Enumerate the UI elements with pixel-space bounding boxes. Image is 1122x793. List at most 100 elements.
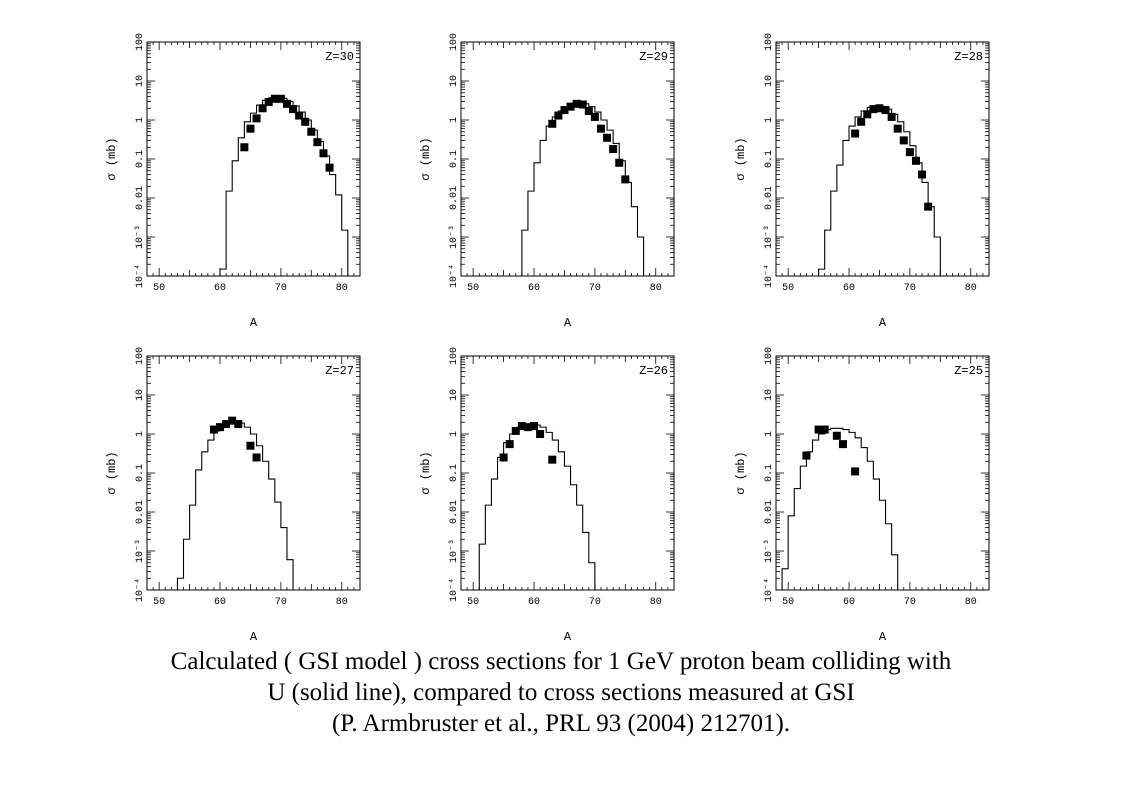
measured-point <box>584 107 593 116</box>
chart-panel-6: 10⁻⁴ 10⁻³ 0.01 0.1 1 10 100 50 60 70 80 Aσ (mb) Z=25 <box>734 347 990 644</box>
y-tick-label: 10⁻⁴ <box>134 264 146 288</box>
measured-point <box>566 102 575 111</box>
chart-panel-2: 10⁻⁴ 10⁻³ 0.01 0.1 1 10 100 50 60 70 80 Aσ (mb) Z=29 <box>419 33 675 330</box>
x-tick-label: 50 <box>782 597 794 608</box>
x-tick-label: 50 <box>153 283 165 294</box>
measured-point <box>246 441 255 450</box>
plot-frame <box>460 41 675 277</box>
y-tick-label: 1 <box>449 117 460 123</box>
y-tick-label: 10⁻⁴ <box>448 578 460 602</box>
measured-point <box>246 124 255 133</box>
x-tick-label: 60 <box>528 597 540 608</box>
y-tick-label: 10 <box>135 75 146 87</box>
measured-point <box>603 133 612 142</box>
y-tick-label: 0.1 <box>449 150 460 168</box>
measured-point <box>851 129 860 138</box>
y-tick-label: 0.01 <box>135 500 146 524</box>
model-histogram-line <box>818 105 941 276</box>
caption-line-1: Calculated ( GSI model ) cross sections … <box>170 648 952 675</box>
y-tick-label: 100 <box>764 347 775 365</box>
y-tick-label: 0.1 <box>135 464 146 482</box>
measured-point <box>881 106 890 115</box>
y-tick-label: 10⁻³ <box>764 539 775 563</box>
measured-point <box>918 170 927 179</box>
measured-point <box>924 202 933 211</box>
measured-point <box>499 453 508 462</box>
y-tick-label: 10⁻³ <box>135 539 146 563</box>
panel-label: Z=27 <box>325 364 354 378</box>
chart-panel-3: 10⁻⁴ 10⁻³ 0.01 0.1 1 10 100 50 60 70 80 Aσ (mb) Z=28 <box>734 33 990 330</box>
y-tick-label: 0.1 <box>764 464 775 482</box>
measured-point <box>615 158 624 167</box>
y-tick-label: 100 <box>764 33 775 51</box>
x-tick-label: 80 <box>336 597 348 608</box>
x-tick-label: 70 <box>904 597 916 608</box>
x-tick-label: 50 <box>782 283 794 294</box>
plot-frame <box>775 355 990 591</box>
y-tick-label: 1 <box>764 431 775 437</box>
measured-point <box>609 145 618 154</box>
x-axis-label: A <box>879 630 887 644</box>
measured-point <box>838 440 847 449</box>
measured-point <box>252 114 261 123</box>
y-tick-label: 0.01 <box>764 500 775 524</box>
chart-panel-5: 10⁻⁴ 10⁻³ 0.01 0.1 1 10 100 50 60 70 80 Aσ (mb) Z=26 <box>419 347 675 644</box>
measured-point <box>548 455 557 464</box>
x-tick-label: 50 <box>153 597 165 608</box>
x-tick-label: 50 <box>467 597 479 608</box>
measured-point <box>596 124 605 133</box>
measured-point <box>240 143 249 152</box>
y-tick-label: 10⁻³ <box>449 225 460 249</box>
panel-label: Z=30 <box>325 50 354 64</box>
measured-point <box>875 104 884 113</box>
chart-panel-1: 10⁻⁴ 10⁻³ 0.01 0.1 1 10 100 50 60 70 80 Aσ (mb) Z=30 <box>105 33 361 330</box>
plot-frame <box>146 41 361 277</box>
y-axis-label: σ (mb) <box>105 451 119 494</box>
x-tick-label: 60 <box>843 597 855 608</box>
measured-point <box>307 127 316 136</box>
measured-point <box>536 430 545 438</box>
y-tick-label: 100 <box>449 347 460 365</box>
measured-point <box>548 119 557 128</box>
measured-point <box>252 453 261 462</box>
x-axis-label: A <box>564 630 572 644</box>
y-tick-label: 100 <box>449 33 460 51</box>
y-tick-label: 10⁻⁴ <box>763 578 775 602</box>
y-tick-label: 10 <box>764 389 775 401</box>
y-axis-label: σ (mb) <box>419 137 433 180</box>
panel-label: Z=28 <box>954 50 983 64</box>
y-tick-label: 10 <box>135 389 146 401</box>
y-tick-label: 0.01 <box>135 186 146 210</box>
x-tick-label: 60 <box>214 283 226 294</box>
y-tick-label: 0.1 <box>449 464 460 482</box>
measured-point <box>857 117 866 126</box>
model-histogram-line <box>521 102 645 276</box>
measured-point <box>523 423 532 432</box>
y-tick-label: 100 <box>135 347 146 365</box>
y-tick-label: 0.1 <box>764 150 775 168</box>
measured-point <box>621 175 630 184</box>
x-tick-label: 80 <box>650 597 662 608</box>
y-tick-label: 10⁻⁴ <box>763 264 775 288</box>
y-axis-label: σ (mb) <box>105 137 119 180</box>
y-tick-label: 10 <box>764 75 775 87</box>
y-axis-label: σ (mb) <box>734 451 748 494</box>
measured-point <box>325 163 334 172</box>
x-tick-label: 60 <box>843 283 855 294</box>
measured-point <box>560 106 569 115</box>
measured-point <box>899 136 908 145</box>
y-tick-label: 1 <box>135 431 146 437</box>
x-tick-label: 70 <box>275 283 287 294</box>
y-tick-label: 0.01 <box>449 186 460 210</box>
panel-label: Z=29 <box>639 50 668 64</box>
x-tick-label: 80 <box>336 283 348 294</box>
model-histogram-line <box>219 96 349 276</box>
measured-point <box>887 112 896 121</box>
measured-point <box>863 110 872 119</box>
caption-line-3: (P. Armbruster et al., PRL 93 (2004) 212… <box>331 710 791 737</box>
measured-point <box>313 138 322 147</box>
panel-label: Z=26 <box>639 364 668 378</box>
chart-panel-4: 10⁻⁴ 10⁻³ 0.01 0.1 1 10 100 50 60 70 80 Aσ (mb) Z=27 <box>105 347 361 644</box>
measured-point <box>554 111 563 120</box>
measured-point <box>802 451 811 460</box>
